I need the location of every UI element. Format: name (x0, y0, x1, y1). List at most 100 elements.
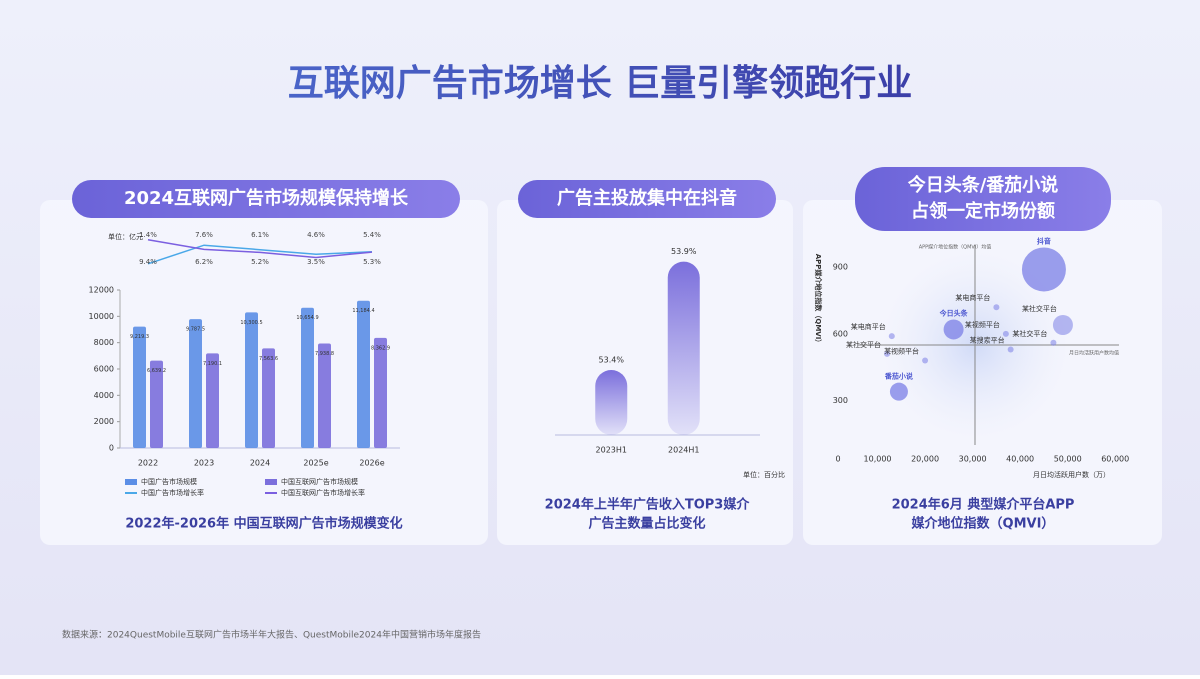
x-tick-label: 2025e (303, 459, 328, 468)
x-tick-label: 10,000 (864, 455, 892, 464)
point-label: 某社交平台 (1012, 329, 1047, 338)
source-note: 数据来源：2024QuestMobile互联网广告市场半年大报告、QuestMo… (62, 629, 481, 641)
point-label: 抖音 (1037, 236, 1051, 245)
bubble (1021, 247, 1066, 292)
legend-swatch (125, 479, 137, 485)
value-label: 5.3% (363, 258, 381, 266)
panel-header (72, 180, 460, 218)
point-label: 某搜索平台 (970, 335, 1005, 344)
legend-swatch (265, 479, 277, 485)
y-tick-label: 300 (833, 396, 848, 405)
value-label: 8,362.9 (371, 345, 390, 351)
caption: 媒介地位指数（QMVI） (912, 516, 1055, 532)
mean-label: 月日均活跃用户数均值 (1069, 350, 1119, 357)
growth-line (147, 244, 373, 265)
header-text: 占领一定市场份额 (911, 200, 1055, 222)
point-label: 某电商平台 (955, 293, 990, 302)
value-label: 5.2% (251, 258, 269, 266)
mean-label: APP媒介地位指数（QMVI）均值 (919, 244, 992, 251)
value-label: 6,639.2 (147, 368, 166, 374)
bubble (1007, 346, 1014, 353)
value-label: 7,938.8 (315, 351, 334, 357)
point-label: 某视频平台 (965, 320, 1000, 329)
value-label: 7,190.1 (203, 361, 222, 367)
caption: 2024年6月 典型媒介平台APP (892, 497, 1075, 513)
bubble (922, 357, 929, 364)
panel (497, 200, 793, 545)
legend-label: 中国广告市场增长率 (141, 488, 204, 497)
bubble (889, 382, 908, 401)
value-label: 6.2% (195, 258, 213, 266)
header-text: 广告主投放集中在抖音 (557, 187, 737, 209)
bar (301, 307, 314, 448)
growth-line (147, 239, 373, 259)
y-tick-label: 2000 (94, 417, 114, 426)
bubble (1050, 339, 1057, 346)
x-tick-label: 2024 (250, 459, 270, 468)
point-label: 某视频平台 (884, 347, 919, 356)
y-tick-label: 6000 (94, 365, 114, 374)
caption: 广告主数量占比变化 (588, 516, 705, 532)
x-tick-label: 2024H1 (668, 446, 699, 455)
bubble (993, 304, 1000, 311)
unit: 单位：亿元 (108, 232, 143, 241)
y-tick-label: 600 (833, 329, 848, 338)
bar (318, 343, 331, 448)
unit: 单位：百分比 (743, 470, 785, 479)
bar (245, 312, 258, 448)
header-text: 今日头条/番茄小说 (908, 174, 1059, 196)
x-tick-label: 0 (835, 455, 840, 464)
x-tick-label: 60,000 (1101, 455, 1129, 464)
page-title: 互联网广告市场增长 巨量引擎领跑行业 (288, 63, 913, 104)
value-label: 53.9% (671, 247, 697, 256)
x-tick-label: 2023 (194, 459, 214, 468)
panel-header (855, 167, 1111, 231)
x-tick-label: 30,000 (959, 455, 987, 464)
bar (189, 319, 202, 448)
point-label: 某社交平台 (1022, 304, 1057, 313)
x-tick-label: 2026e (359, 459, 384, 468)
point-label: 某社交平台 (846, 340, 881, 349)
bar (374, 337, 387, 448)
caption: 2022年-2026年 中国互联网广告市场规模变化 (125, 516, 402, 532)
value-label: 6.1% (251, 231, 269, 239)
value-label: 7,563.6 (259, 356, 278, 362)
value-label: 4.6% (307, 231, 325, 239)
point-label: 番茄小说 (884, 372, 913, 381)
bubble (884, 350, 891, 357)
value-label: 3.5% (307, 258, 325, 266)
bar (595, 370, 628, 435)
x-tick-label: 50,000 (1054, 455, 1082, 464)
value-label: 9.4% (139, 258, 157, 266)
bar (357, 300, 370, 448)
y-tick-label: 8000 (94, 338, 114, 347)
bubble (943, 319, 964, 340)
legend-label: 中国互联网广告市场规模 (281, 477, 358, 486)
value-label: 10,300.5 (240, 320, 262, 326)
value-label: 11,184.4 (352, 308, 374, 314)
value-label: 9,787.5 (186, 327, 205, 333)
value-label: 5.4% (363, 231, 381, 239)
header-text: 2024互联网广告市场规模保持增长 (124, 187, 409, 209)
legend-label: 中国广告市场规模 (141, 477, 197, 486)
point-label: 今日头条 (939, 308, 969, 317)
y-axis-label: APP媒介地位指数（QMVI） (814, 254, 823, 347)
panel-header (518, 180, 776, 218)
value-label: 1.4% (139, 231, 157, 239)
y-tick-label: 0 (109, 444, 114, 453)
bar (206, 353, 219, 448)
x-tick-label: 20,000 (911, 455, 939, 464)
y-tick-label: 12000 (89, 286, 114, 295)
value-label: 10,654.9 (296, 315, 318, 321)
bubble (1052, 315, 1073, 335)
bubble (1002, 330, 1009, 337)
x-tick-label: 40,000 (1006, 455, 1034, 464)
legend-label: 中国互联网广告市场增长率 (281, 488, 365, 497)
x-tick-label: 2022 (138, 459, 158, 468)
x-tick-label: 2023H1 (596, 446, 627, 455)
bar (150, 360, 163, 448)
bubble (888, 333, 895, 340)
y-tick-label: 900 (833, 263, 848, 272)
